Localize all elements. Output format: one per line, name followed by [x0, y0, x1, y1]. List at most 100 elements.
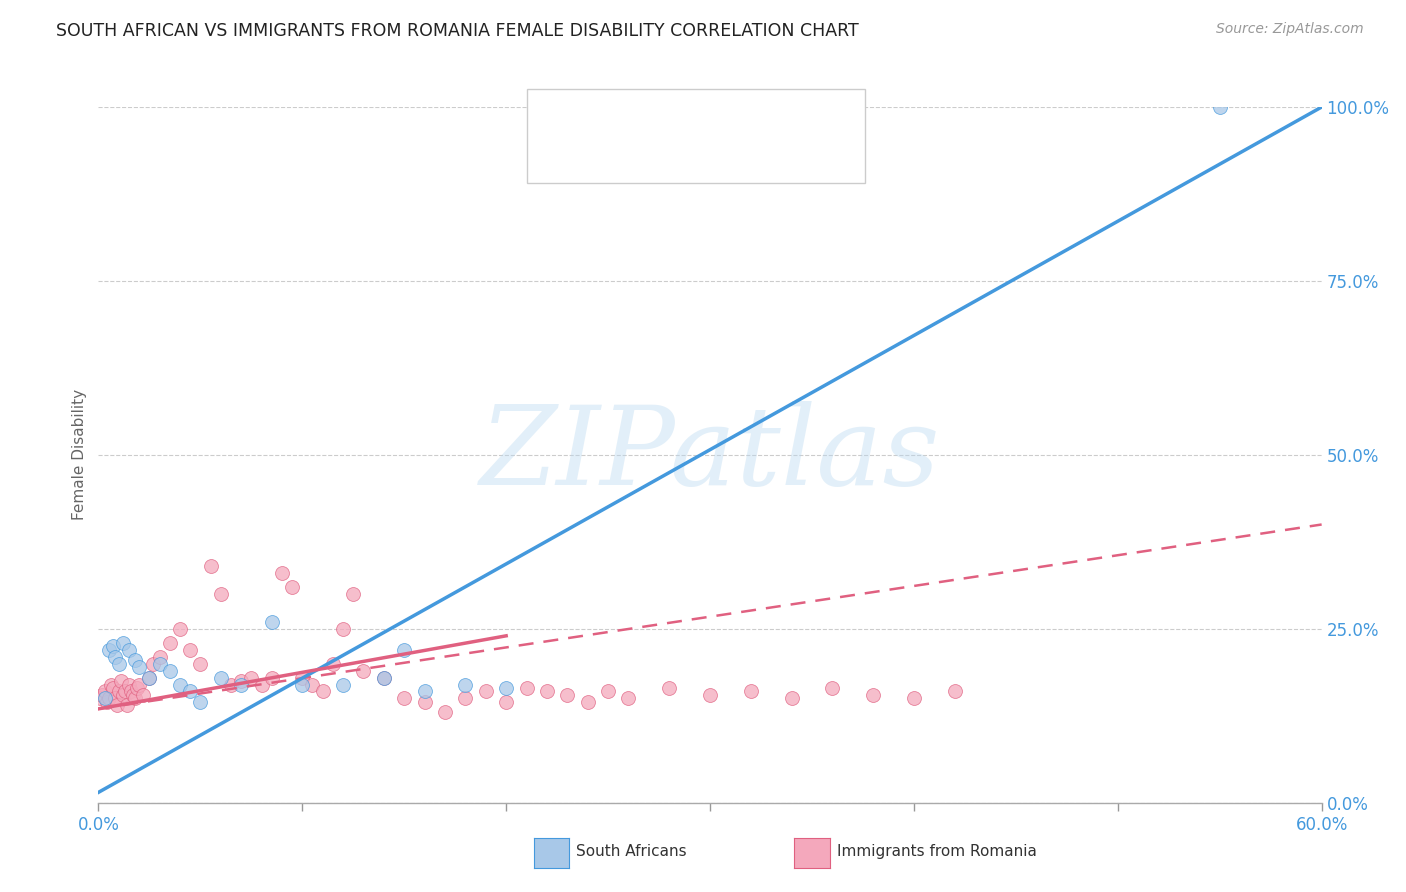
Point — [219, 677, 242, 691]
Text: R =: R = — [588, 147, 621, 165]
Point — [740, 684, 762, 698]
Point — [231, 674, 253, 689]
Point — [392, 691, 416, 706]
Point — [110, 674, 132, 689]
Point — [179, 642, 201, 657]
Text: 26: 26 — [754, 107, 779, 125]
Point — [97, 642, 120, 657]
Point — [260, 615, 283, 629]
Point — [240, 671, 263, 685]
Point — [128, 660, 150, 674]
Point — [127, 681, 149, 695]
Text: N =: N = — [711, 107, 745, 125]
Point — [291, 671, 314, 685]
Point — [104, 649, 127, 664]
Point — [903, 691, 925, 706]
Point — [142, 657, 165, 671]
Point — [200, 559, 222, 574]
Point — [138, 671, 160, 685]
Point — [576, 695, 599, 709]
Point — [516, 681, 538, 695]
Point — [352, 664, 374, 678]
Point — [124, 691, 146, 706]
Point — [138, 671, 160, 685]
Point — [120, 684, 142, 698]
Point — [169, 622, 191, 636]
Point — [100, 677, 122, 691]
Text: SOUTH AFRICAN VS IMMIGRANTS FROM ROMANIA FEMALE DISABILITY CORRELATION CHART: SOUTH AFRICAN VS IMMIGRANTS FROM ROMANIA… — [56, 22, 859, 40]
Point — [454, 691, 477, 706]
Text: 0.217: 0.217 — [633, 147, 689, 165]
Point — [128, 677, 150, 691]
Point — [332, 677, 354, 691]
Point — [413, 684, 436, 698]
Text: 65: 65 — [754, 147, 779, 165]
Point — [373, 671, 395, 685]
Point — [291, 677, 314, 691]
Point — [301, 677, 323, 691]
Point — [111, 688, 134, 702]
Point — [1208, 100, 1232, 114]
Point — [454, 677, 477, 691]
Point — [101, 639, 124, 653]
Point — [617, 691, 640, 706]
Point — [596, 684, 619, 698]
Point — [149, 649, 172, 664]
Point — [114, 684, 136, 698]
Point — [132, 688, 155, 702]
Text: Immigrants from Romania: Immigrants from Romania — [837, 845, 1036, 859]
Point — [101, 681, 124, 695]
Point — [159, 636, 181, 650]
Point — [108, 657, 131, 671]
Point — [111, 636, 134, 650]
Point — [91, 688, 114, 702]
Text: R =: R = — [588, 107, 621, 125]
Point — [104, 691, 127, 706]
Point — [108, 684, 131, 698]
Point — [209, 587, 232, 601]
Point — [122, 688, 145, 702]
Point — [557, 688, 579, 702]
Point — [115, 698, 138, 713]
Point — [495, 681, 517, 695]
Point — [260, 671, 283, 685]
Point — [474, 684, 498, 698]
Point — [536, 684, 558, 698]
Point — [179, 684, 201, 698]
Point — [149, 657, 172, 671]
Point — [169, 677, 191, 691]
Point — [231, 677, 253, 691]
Point — [159, 664, 181, 678]
Point — [373, 671, 395, 685]
Text: South Africans: South Africans — [576, 845, 688, 859]
Point — [97, 691, 120, 706]
Point — [281, 580, 304, 594]
Point — [699, 688, 721, 702]
Point — [124, 653, 146, 667]
Point — [322, 657, 344, 671]
Point — [342, 587, 364, 601]
Point — [96, 695, 118, 709]
Point — [862, 688, 884, 702]
Point — [413, 695, 436, 709]
Point — [658, 681, 681, 695]
Point — [93, 691, 115, 706]
Point — [943, 684, 966, 698]
Point — [250, 677, 273, 691]
Point — [332, 622, 354, 636]
Point — [105, 698, 128, 713]
Point — [188, 657, 212, 671]
Text: 0.895: 0.895 — [633, 107, 690, 125]
Point — [89, 691, 111, 706]
Point — [209, 671, 232, 685]
Point — [821, 681, 844, 695]
Point — [392, 642, 416, 657]
Text: Source: ZipAtlas.com: Source: ZipAtlas.com — [1216, 22, 1364, 37]
Point — [118, 642, 141, 657]
Point — [93, 684, 115, 698]
Text: ZIPatlas: ZIPatlas — [479, 401, 941, 508]
Point — [495, 695, 517, 709]
Y-axis label: Female Disability: Female Disability — [72, 389, 87, 521]
Point — [188, 695, 212, 709]
Point — [312, 684, 335, 698]
